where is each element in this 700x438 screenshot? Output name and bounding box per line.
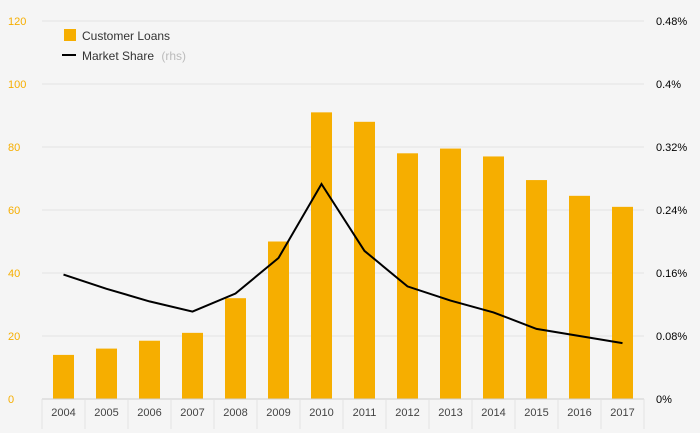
x-tick-label: 2004	[51, 407, 75, 419]
y-left-tick-label: 80	[8, 142, 20, 154]
legend-label-customer-loans: Customer Loans	[82, 29, 170, 43]
bar-customer-loans-2010	[311, 112, 332, 399]
x-tick-label: 2012	[395, 407, 419, 419]
y-left-tick-label: 40	[8, 268, 20, 280]
bar-customer-loans-2011	[354, 122, 375, 399]
y-left-tick-label: 20	[8, 331, 20, 343]
bars-layer	[53, 112, 633, 399]
y-right-tick-label: 0.48%	[656, 16, 687, 28]
x-tick-label: 2013	[438, 407, 462, 419]
bar-customer-loans-2004	[53, 355, 74, 399]
y-right-tick-label: 0.4%	[656, 79, 681, 91]
bar-customer-loans-2017	[612, 207, 633, 399]
x-tick-label: 2005	[94, 407, 118, 419]
grid-layer	[42, 21, 644, 399]
x-tick-label: 2011	[353, 407, 377, 419]
bar-customer-loans-2016	[569, 196, 590, 399]
legend-swatch-customer-loans	[64, 29, 76, 41]
legend-label-market-share-suffix: (rhs)	[161, 49, 186, 63]
legend-label-market-share: Market Share (rhs)	[82, 49, 186, 63]
y-left-tick-label: 100	[8, 79, 26, 91]
y-right-tick-label: 0.16%	[656, 268, 687, 280]
bar-customer-loans-2014	[483, 156, 504, 399]
x-tick-label: 2008	[223, 407, 247, 419]
bar-customer-loans-2006	[139, 341, 160, 399]
x-tick-label: 2016	[567, 407, 591, 419]
x-tick-label: 2009	[266, 407, 290, 419]
y-right-tick-label: 0.32%	[656, 142, 687, 154]
legend: Customer Loans Market Share (rhs)	[62, 29, 186, 63]
bar-customer-loans-2005	[96, 349, 117, 399]
y-left-tick-label: 0	[8, 394, 14, 406]
y-right-tick-label: 0%	[656, 394, 672, 406]
bar-customer-loans-2013	[440, 149, 461, 399]
x-tick-label: 2014	[481, 407, 505, 419]
y-right-tick-label: 0.08%	[656, 331, 687, 343]
bar-customer-loans-2015	[526, 180, 547, 399]
x-tick-label: 2006	[137, 407, 161, 419]
bar-customer-loans-2008	[225, 298, 246, 399]
x-tick-label: 2007	[180, 407, 204, 419]
y-left-tick-label: 120	[8, 16, 26, 28]
x-tick-label: 2017	[610, 407, 634, 419]
x-tick-label: 2010	[309, 407, 333, 419]
bar-customer-loans-2012	[397, 153, 418, 399]
x-tick-label: 2015	[524, 407, 548, 419]
y-left-tick-label: 60	[8, 205, 20, 217]
legend-label-market-share-name: Market Share	[82, 49, 154, 63]
bar-customer-loans-2007	[182, 333, 203, 399]
y-right-tick-label: 0.24%	[656, 205, 687, 217]
